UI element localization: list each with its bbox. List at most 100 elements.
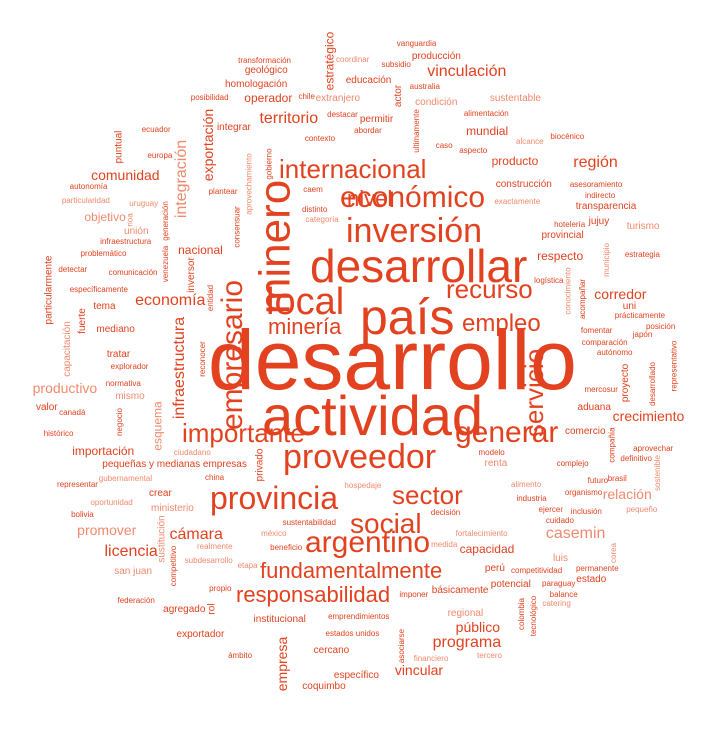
word-item: vanguardia (396, 39, 437, 49)
word-item: jujuy (588, 216, 610, 228)
word-item: consensuar (232, 206, 242, 248)
word-item: generación (160, 200, 170, 241)
word-item: sostenible (652, 455, 662, 492)
word-item: producto (491, 154, 539, 169)
word-item: institucional (253, 613, 306, 625)
word-item: territorio (259, 109, 319, 127)
word-item: competitividad (511, 566, 563, 576)
word-item: corredor (594, 285, 647, 302)
word-item: comunicación (108, 267, 158, 277)
word-item: bolivia (71, 509, 94, 519)
word-item: educación (345, 74, 392, 86)
word-item: programa (432, 633, 502, 651)
word-item: desarrollado (647, 361, 657, 406)
word-item: particularidad (61, 196, 110, 206)
word-item: relación (602, 486, 652, 503)
word-item: estados unidos (325, 629, 380, 639)
word-item: sustentabilidad (282, 517, 336, 527)
word-internacional: internacional (279, 154, 427, 184)
word-empresario: empresario (216, 279, 250, 431)
word-item: pequeño (626, 505, 658, 515)
word-item: propio (209, 584, 232, 593)
word-item: licencia (104, 543, 158, 561)
word-item: agregado (163, 603, 206, 615)
word-item: rol (206, 603, 218, 615)
word-item: imponer (399, 590, 429, 600)
word-item: región (573, 154, 618, 172)
word-item: asociarse (397, 628, 407, 664)
word-item: potencial (490, 578, 531, 590)
word-item: china (205, 472, 225, 482)
word-item: fuerte (76, 308, 88, 334)
word-actividad: actividad (262, 384, 484, 447)
word-item: europa (147, 150, 173, 160)
word-item: caem (303, 184, 323, 194)
word-item: futuro (587, 475, 609, 485)
word-item: transformación (238, 55, 292, 65)
word-item: condición (415, 96, 458, 108)
word-item: complejo (556, 458, 589, 468)
word-item: productivo (32, 380, 98, 397)
word-item: histórico (43, 429, 74, 438)
word-item: posición (645, 321, 676, 331)
word-item: vincular (394, 662, 444, 679)
word-item: chile (298, 92, 315, 102)
word-nivel: nivel (347, 186, 393, 211)
word-item: específicamente (69, 285, 128, 294)
word-item: inversor (185, 257, 197, 293)
word-item: representar (57, 480, 98, 490)
word-item: colombia (517, 597, 527, 630)
word-provincia: provincia (210, 480, 339, 516)
word-item: casemin (545, 524, 606, 542)
word-item: uruguay (129, 199, 159, 209)
word-item: destacar (327, 110, 358, 120)
word-item: luis (552, 552, 568, 564)
word-item: realmente (196, 542, 233, 552)
word-item: categoría (305, 214, 339, 224)
word-item: conocimiento (563, 267, 573, 316)
word-item: geológico (244, 65, 288, 77)
word-item: ecuador (141, 124, 171, 134)
word-item: australia (409, 82, 440, 92)
word-item: mercosur (584, 384, 618, 394)
word-item: tratar (106, 349, 131, 361)
word-recurso: recurso (446, 274, 533, 304)
word-item: autónomo (596, 347, 633, 357)
word-fundamentalmente: fundamentalmente (260, 558, 443, 583)
word-item: capacidad (459, 541, 515, 556)
word-social: social (350, 508, 422, 539)
word-item: industria (516, 494, 547, 504)
word-item: economía (135, 292, 206, 310)
word-item: alimento (511, 479, 542, 489)
word-item: fortalecimiento (455, 528, 508, 538)
word-item: inclusión (570, 506, 602, 516)
word-item: compañía (607, 427, 617, 464)
word-item: caso (435, 141, 453, 151)
word-item: hospedaje (344, 480, 382, 490)
word-item: tema (93, 300, 116, 312)
word-item: básicamente (431, 584, 489, 596)
word-importante: importante (182, 418, 305, 448)
word-item: ciudadano (173, 448, 211, 458)
word-item: asesoramiento (569, 180, 623, 190)
word-item: municipio (601, 243, 611, 278)
word-item: plantear (208, 187, 238, 197)
word-item: vinculación (427, 62, 507, 80)
word-item: normativa (105, 378, 141, 388)
word-item: valor (35, 401, 58, 413)
word-item: regional (447, 607, 484, 619)
word-item: proyecto (620, 363, 632, 403)
word-item: estratégico (322, 31, 337, 91)
word-mineria: minería (268, 314, 342, 339)
word-item: federación (117, 596, 155, 606)
word-sector: sector (392, 480, 463, 510)
word-item: permanente (575, 564, 619, 574)
word-item: estado (576, 573, 607, 585)
word-item: empresa (273, 636, 290, 692)
word-item: público (455, 619, 501, 636)
word-item: mediano (96, 324, 135, 336)
word-item: uni (622, 300, 637, 312)
word-item: construcción (495, 178, 552, 190)
word-item: medida (431, 539, 458, 549)
